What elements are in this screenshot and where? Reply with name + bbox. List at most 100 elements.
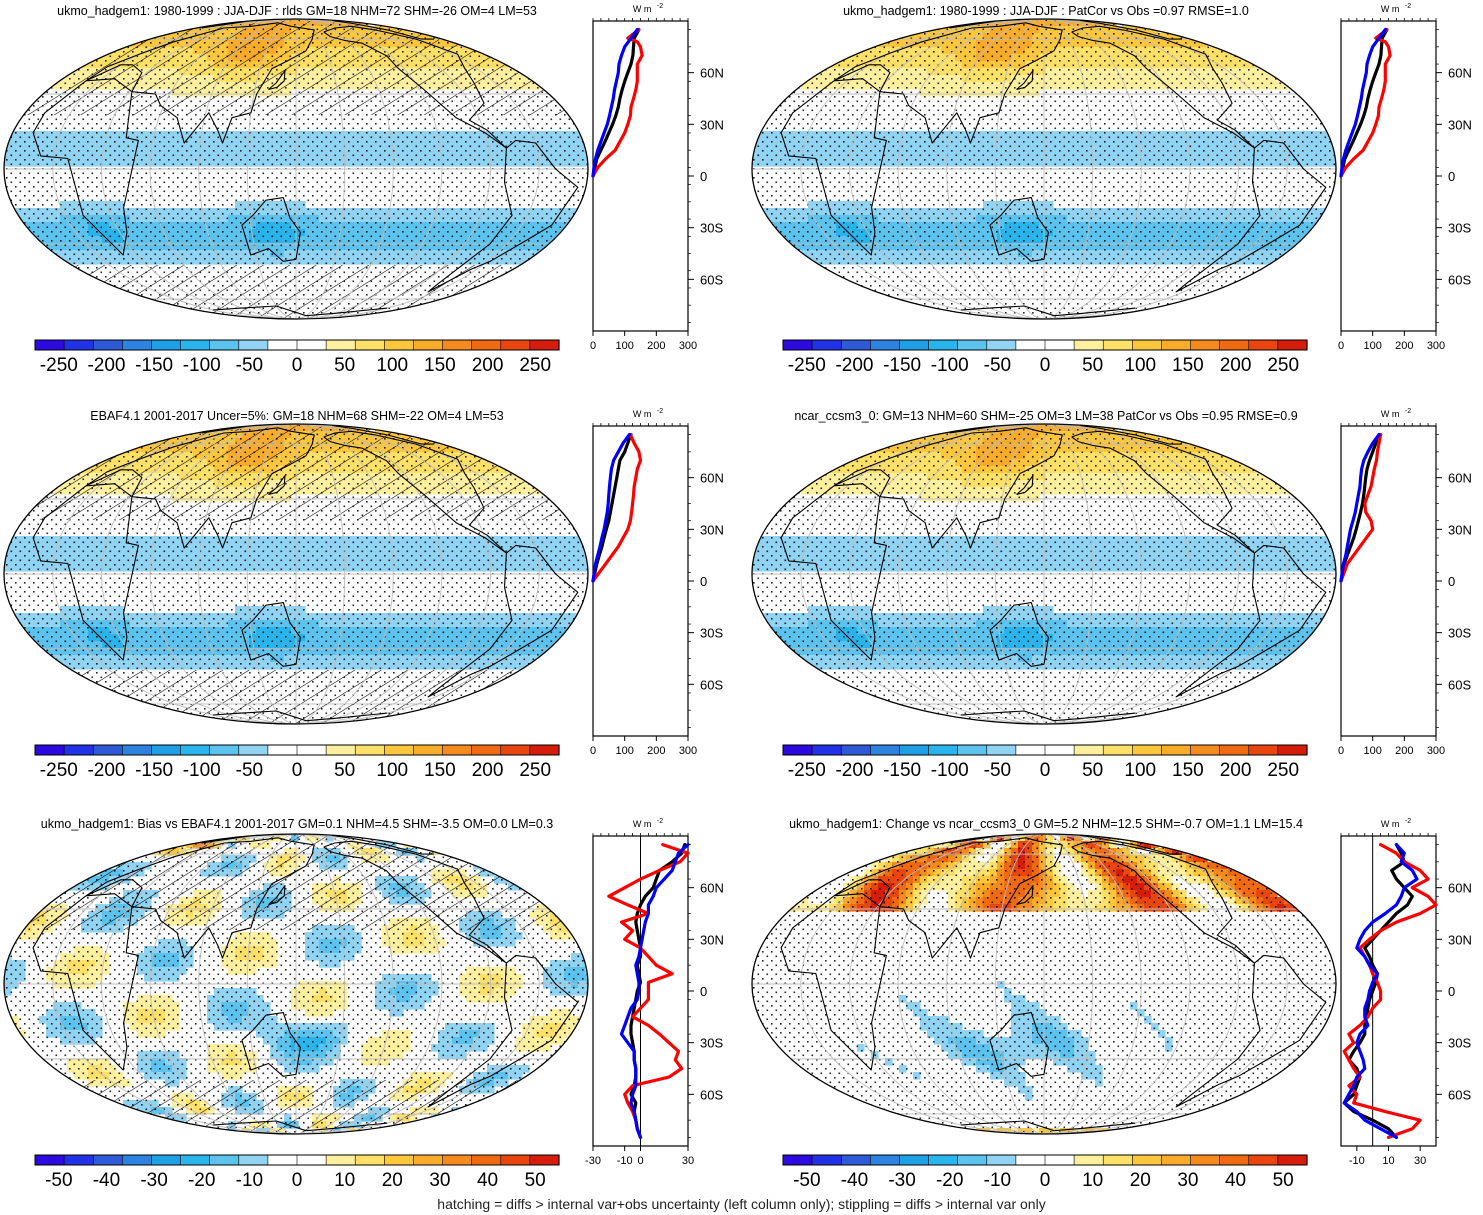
profile-lat-label: 0	[700, 574, 707, 589]
colorbar: -250 -200 -150 -100 -50 0 50 100 150 200 250	[34, 339, 560, 376]
colorbar-box	[840, 339, 871, 351]
profile-x-tick-label: 100	[1363, 745, 1381, 757]
map-graticule	[4, 19, 588, 319]
colorbar-box	[1044, 1154, 1075, 1166]
colorbar-box	[180, 339, 211, 351]
colorbar-box	[899, 1154, 930, 1166]
profile-frame	[592, 425, 689, 737]
map-outline	[3, 833, 589, 1135]
profile-x-tick-label: 30	[682, 1155, 694, 1167]
colorbar-box	[151, 1154, 182, 1166]
profile-unit-exponent: -2	[1405, 818, 1411, 825]
colorbar-box	[1132, 1154, 1163, 1166]
colorbar-tick-label: 150	[424, 760, 456, 781]
colorbar-box	[325, 744, 356, 756]
colorbar-tick-label: 10	[1082, 1170, 1103, 1191]
profile-lat-label: 60N	[700, 471, 724, 486]
colorbar-box	[442, 744, 473, 756]
profile-frame	[1340, 20, 1437, 332]
profile-x-tick-label: 0	[590, 340, 596, 352]
colorbar-box	[811, 1154, 842, 1166]
colorbar-box	[92, 1154, 123, 1166]
colorbar-box	[267, 339, 298, 351]
profile-line-blue	[1342, 843, 1419, 1139]
colorbar-tick-label: 40	[1225, 1170, 1246, 1191]
colorbar-box	[1073, 744, 1104, 756]
colorbar-box	[1102, 339, 1133, 351]
colorbar-box	[811, 339, 842, 351]
profile-lat-label: 30S	[700, 626, 723, 641]
colorbar-tick-label: -50	[236, 760, 263, 781]
profile-unit-exponent: -2	[1405, 3, 1411, 10]
panel-top-left: ukmo_hadgem1: 1980-1999 : JJA-DJF : rlds…	[3, 3, 724, 376]
map-coastlines	[780, 19, 1327, 317]
profile-line-black	[1339, 28, 1389, 178]
colorbar-box	[1190, 1154, 1221, 1166]
zonal-profile: 60N 30N 0 30S 60S 0 100 200 300 W m -2	[1338, 3, 1472, 352]
colorbar-box	[899, 744, 930, 756]
colorbar-box	[1248, 1154, 1279, 1166]
colorbar-box	[870, 744, 901, 756]
colorbar-box	[1132, 744, 1163, 756]
map-graticule	[4, 834, 588, 1134]
profile-lat-label: 30N	[700, 117, 724, 132]
map-graticule	[752, 834, 1336, 1134]
colorbar-tick-label: 200	[472, 760, 504, 781]
profile-lat-label: 60S	[1448, 677, 1471, 692]
colorbar-box	[209, 339, 240, 351]
colorbar-tick-label: 50	[1273, 1170, 1294, 1191]
colorbar-box	[384, 339, 415, 351]
colorbar-box	[151, 339, 182, 351]
colorbar-box	[325, 1154, 356, 1166]
colorbar-box	[529, 744, 560, 756]
colorbar-box	[928, 339, 959, 351]
colorbar-tick-label: -250	[40, 355, 78, 376]
colorbar-box	[442, 339, 473, 351]
profile-lat-label: 30N	[1448, 117, 1472, 132]
colorbar-box	[529, 1154, 560, 1166]
profile-line-blue	[591, 28, 639, 178]
panel-title: ukmo_hadgem1: Change vs ncar_ccsm3_0 GM=…	[789, 817, 1303, 831]
colorbar-box	[1277, 1154, 1308, 1166]
profile-x-tick-label: 300	[679, 745, 697, 757]
profile-frame	[592, 20, 689, 332]
colorbar-tick-label: -40	[93, 1170, 120, 1191]
colorbar-box	[782, 1154, 813, 1166]
colorbar-box	[1073, 339, 1104, 351]
map-outline	[751, 423, 1337, 725]
colorbar-box	[122, 744, 153, 756]
profile-unit-label: W m	[1381, 409, 1400, 419]
colorbar-tick-label: 150	[1172, 760, 1204, 781]
colorbar-box	[151, 744, 182, 756]
profile-lat-label: 0	[1448, 574, 1455, 589]
profile-lat-label: 0	[700, 984, 707, 999]
colorbar-box	[1102, 744, 1133, 756]
colorbar-tick-label: -150	[883, 760, 921, 781]
colorbar-tick-label: 50	[334, 760, 355, 781]
panel-bottom-right: ukmo_hadgem1: Change vs ncar_ccsm3_0 GM=…	[751, 817, 1472, 1191]
colorbar-tick-label: -100	[183, 760, 221, 781]
profile-line-red	[1339, 433, 1383, 583]
colorbar-tick-label: 200	[1220, 355, 1252, 376]
colorbar-tick-label: -200	[87, 760, 125, 781]
colorbar-box	[384, 744, 415, 756]
profile-line-red	[591, 28, 644, 178]
colorbar-tick-label: 30	[1177, 1170, 1198, 1191]
colorbar-box	[122, 1154, 153, 1166]
colorbar-box	[92, 744, 123, 756]
profile-line-red	[607, 843, 690, 1139]
colorbar-box	[840, 1154, 871, 1166]
colorbar-box	[180, 744, 211, 756]
panel-middle-left: EBAF4.1 2001-2017 Uncer=5%: GM=18 NHM=68…	[3, 408, 724, 781]
colorbar-tick-label: -150	[135, 760, 173, 781]
map-graticule	[752, 424, 1336, 724]
colorbar-box	[1044, 339, 1075, 351]
colorbar-tick-label: -30	[140, 1170, 167, 1191]
colorbar-box	[354, 1154, 385, 1166]
colorbar-box	[957, 339, 988, 351]
colorbar-box	[92, 339, 123, 351]
colorbar-tick-label: 0	[292, 760, 303, 781]
colorbar-tick-label: 20	[1130, 1170, 1151, 1191]
colorbar-box	[1190, 744, 1221, 756]
